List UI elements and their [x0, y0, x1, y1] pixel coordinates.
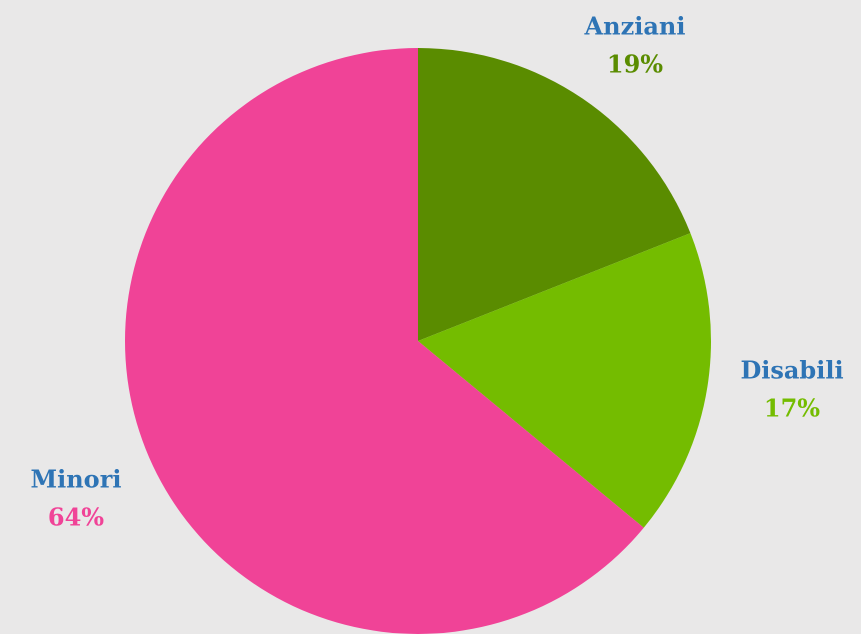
slice-label: Minori — [31, 465, 122, 494]
slice-value-label: 17% — [764, 394, 820, 423]
slice-label: Disabili — [740, 356, 843, 385]
slice-value-label: 19% — [607, 50, 663, 79]
pie-slice — [418, 233, 711, 528]
slice-label: Anziani — [584, 12, 686, 41]
slice-value-label: 64% — [48, 503, 104, 532]
pie-slice — [418, 48, 691, 341]
pie-slice — [125, 48, 644, 634]
